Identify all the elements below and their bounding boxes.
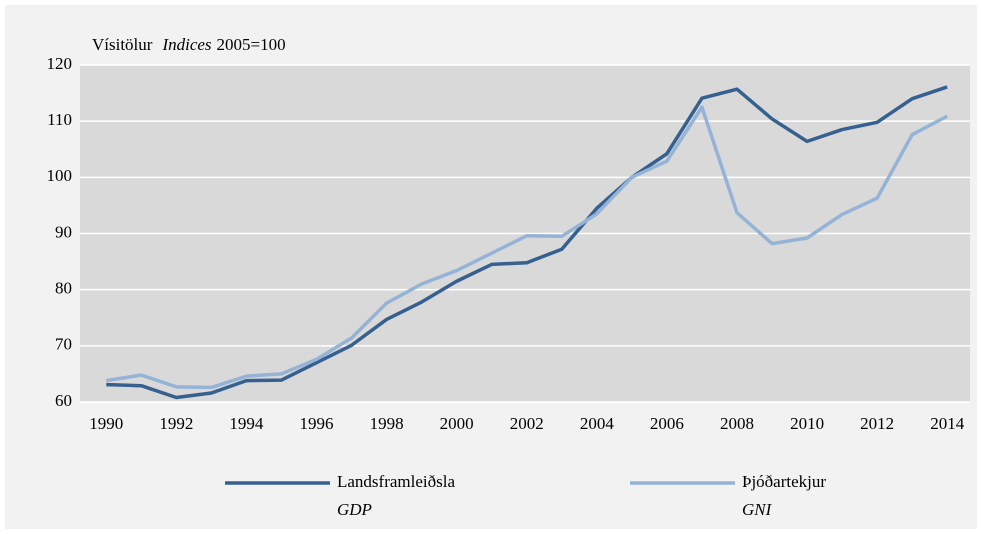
legend-label-en: GNI — [742, 500, 773, 519]
axis-title-italic: Indices — [161, 35, 211, 54]
x-tick-label: 1998 — [370, 414, 404, 433]
x-tick-label: 2000 — [440, 414, 474, 433]
y-tick-label: 70 — [55, 335, 72, 354]
x-tick-label: 2010 — [790, 414, 824, 433]
y-tick-label: 80 — [55, 279, 72, 298]
axis-title: Vísitölur Indices 2005=100 — [92, 35, 286, 54]
y-tick-label: 90 — [55, 222, 72, 241]
axis-title-base: 2005=100 — [217, 35, 286, 54]
x-tick-label: 2008 — [720, 414, 754, 433]
x-tick-label: 2002 — [510, 414, 544, 433]
x-tick-label: 2004 — [580, 414, 615, 433]
x-tick-label: 1992 — [159, 414, 193, 433]
line-series — [106, 105, 949, 390]
y-tick-label: 110 — [47, 110, 72, 129]
y-tick-label: 120 — [47, 54, 73, 73]
line-series — [106, 85, 948, 400]
x-tick-label: 1990 — [89, 414, 123, 433]
x-tick-label: 1996 — [300, 414, 334, 433]
x-tick-label: 2014 — [930, 414, 965, 433]
legend-label: Landsframleiðsla — [337, 472, 455, 491]
legend-label-en: GDP — [337, 500, 372, 519]
legend-label: Þjóðartekjur — [742, 472, 826, 491]
x-tick-label: 2006 — [650, 414, 684, 433]
y-tick-label: 100 — [47, 166, 73, 185]
x-tick-label: 1994 — [229, 414, 264, 433]
y-tick-label: 60 — [55, 391, 72, 410]
x-tick-label: 2012 — [860, 414, 894, 433]
axis-title-text: Vísitölur — [92, 35, 153, 54]
